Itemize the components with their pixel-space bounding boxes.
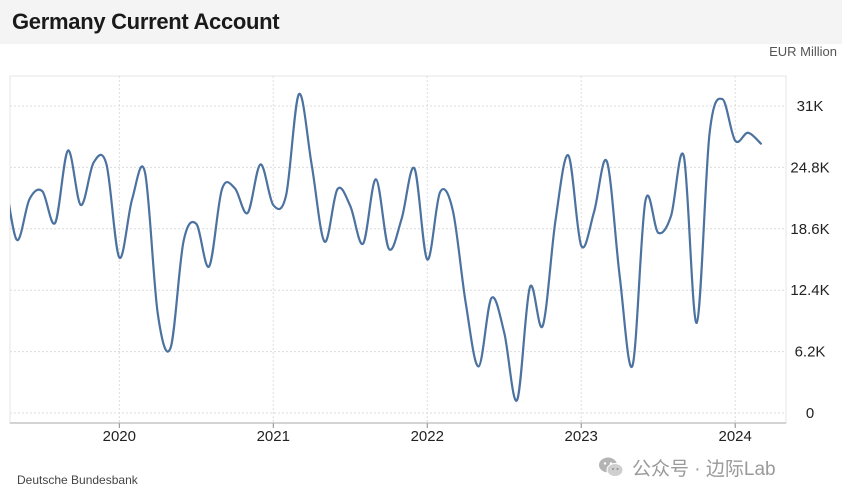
line-chart: 0 6.2K 12.4K 18.6K 24.8K 31K 2020 2021 2022 2023 2… [9, 75, 830, 445]
y-tick-label: 31K [797, 98, 824, 115]
x-tick-label: 2021 [257, 428, 290, 445]
unit-label: EUR Million [769, 44, 837, 59]
y-tick-label: 18.6K [790, 221, 829, 238]
wechat-icon [599, 457, 624, 477]
plot-frame [9, 75, 787, 424]
y-tick-label: 0 [806, 405, 814, 422]
x-tick-label: 2020 [103, 428, 136, 445]
x-tick-label: 2022 [411, 428, 444, 445]
source-label: Deutsche Bundesbank [17, 473, 138, 487]
x-tick-label: 2023 [565, 428, 598, 445]
watermark: 公众号 · 边际Lab [598, 456, 776, 480]
series-line-0 [10, 93, 762, 402]
y-tick-label: 12.4K [790, 282, 829, 299]
x-tick-label: 2024 [719, 428, 752, 445]
watermark-text: 公众号 · 边际Lab [632, 458, 776, 480]
y-tick-label: 24.8K [790, 159, 829, 176]
title-bar: Germany Current Account [0, 0, 842, 44]
y-tick-label: 6.2K [795, 344, 826, 361]
page-title: Germany Current Account [12, 9, 280, 34]
